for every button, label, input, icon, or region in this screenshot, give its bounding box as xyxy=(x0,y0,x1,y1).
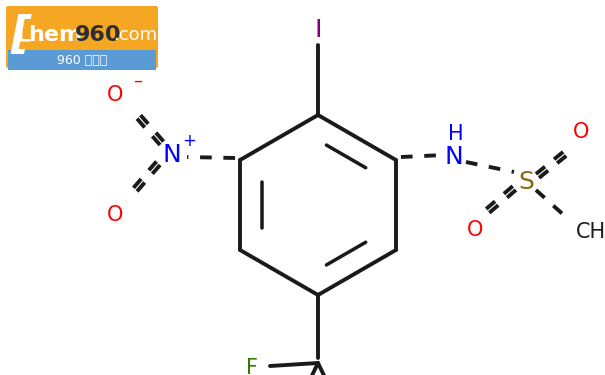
Text: hem: hem xyxy=(28,25,82,45)
Bar xyxy=(8,50,156,70)
Text: –: – xyxy=(134,72,143,90)
Text: S: S xyxy=(518,170,534,194)
Text: O: O xyxy=(107,85,123,105)
Text: .com: .com xyxy=(113,26,157,44)
Text: O: O xyxy=(573,122,589,142)
Text: └: └ xyxy=(12,27,30,57)
Text: CH: CH xyxy=(576,222,605,242)
Text: H: H xyxy=(448,124,464,144)
Text: [: [ xyxy=(10,13,30,57)
Text: F: F xyxy=(246,358,258,375)
Text: 960: 960 xyxy=(75,25,122,45)
Text: O: O xyxy=(107,205,123,225)
Text: N: N xyxy=(445,145,463,169)
Text: N: N xyxy=(163,143,182,167)
FancyBboxPatch shape xyxy=(6,6,158,68)
Text: 960 化工网: 960 化工网 xyxy=(57,54,107,66)
Text: O: O xyxy=(466,220,483,240)
Text: I: I xyxy=(314,18,322,42)
Text: +: + xyxy=(182,132,196,150)
